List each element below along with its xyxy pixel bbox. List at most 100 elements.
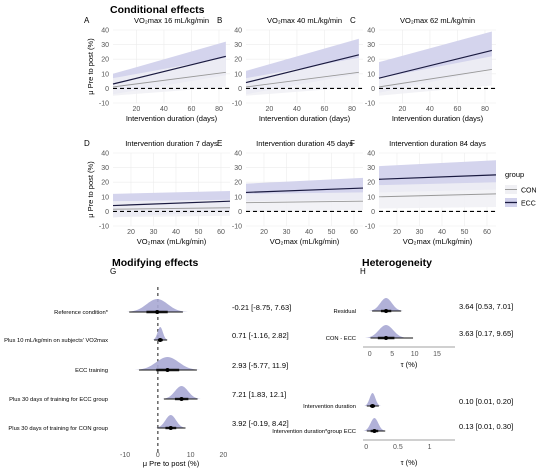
- series-line-con: [378, 68, 492, 88]
- tick-label-x: 30: [283, 229, 291, 236]
- axis-title-x: Intervention duration (days): [392, 114, 484, 123]
- tick-label-y: 10: [234, 71, 242, 78]
- tick-label-x: 40: [305, 229, 313, 236]
- point-estimate: [165, 368, 170, 372]
- tick-label-y: 40: [367, 28, 375, 35]
- panel-E: -10 0 10 20 30 40 20 30 40 50 60 E Intervention dura…: [217, 139, 364, 246]
- point-estimate: [384, 336, 389, 340]
- tick-label-y: -10: [99, 101, 109, 108]
- row-label: Plus 30 days of training for ECC group: [9, 397, 108, 403]
- series-line-con: [378, 193, 497, 198]
- ribbon-con: [246, 57, 359, 96]
- legend-label-ecc: ECC: [521, 201, 536, 208]
- series-line-ecc: [245, 54, 360, 84]
- series-line-con: [112, 207, 231, 210]
- row-label: Residual: [333, 309, 356, 315]
- tick-label-x: 0.5: [393, 444, 403, 451]
- tick-label-y: 30: [367, 42, 375, 49]
- tick-label-y: -10: [99, 224, 109, 231]
- tick-label-y: -10: [232, 101, 242, 108]
- panel-letter: G: [110, 267, 116, 276]
- panel-A: -10 0 10 20 30 40 20 40 60 80 A VO₂max 16 mL/kg/min…: [84, 16, 230, 123]
- density-shape: [153, 415, 188, 428]
- tick-label-y: 30: [367, 165, 375, 172]
- tick-label-y: 20: [367, 57, 375, 64]
- axis-title-x: VO₂max (mL/kg/min): [403, 237, 473, 246]
- interval-row: Plus 10 mL/kg/min on subjects' VO2max 0.7…: [4, 327, 289, 344]
- interval-row: Plus 30 days of training for CON group 3.…: [8, 415, 289, 432]
- axis-title-y: μ Pre to post (%): [86, 38, 95, 95]
- tick-label-x: 80: [481, 106, 489, 113]
- tick-label-y: 30: [234, 42, 242, 49]
- tick-label-y: 30: [101, 165, 109, 172]
- panel-C: -10 0 10 20 30 40 20 40 60 80 C VO₂max 62 mL/kg/min…: [350, 16, 496, 123]
- panel-letter: E: [217, 139, 222, 148]
- series-line-ecc: [112, 55, 227, 85]
- point-estimate: [179, 397, 184, 401]
- tick-label-y: 10: [234, 194, 242, 201]
- tick-label-y: 10: [367, 194, 375, 201]
- panel-B: -10 0 10 20 30 40 20 40 60 80 B VO₂max 40 mL/kg/min…: [217, 16, 363, 123]
- interval-row: Intervention duration 0.10 [0.01, 0.20]: [303, 393, 513, 410]
- row-label: Plus 30 days of training for CON group: [8, 426, 108, 432]
- tick-label-y: 0: [105, 86, 109, 93]
- series-line-ecc: [378, 174, 497, 180]
- series-line-ecc: [245, 187, 364, 194]
- tick-label-y: -10: [365, 224, 375, 231]
- tick-label-y: 0: [238, 209, 242, 216]
- panel-F: -10 0 10 20 30 40 20 30 40 50 60 F Intervention dura…: [350, 139, 497, 246]
- panel-letter: B: [217, 16, 222, 25]
- density-shape: [367, 298, 405, 311]
- tick-label-y: 0: [105, 209, 109, 216]
- interval-row: Plus 30 days of training for ECC group 7.…: [9, 386, 286, 403]
- tick-label-x: 40: [172, 229, 180, 236]
- density-shape: [363, 393, 382, 406]
- panel-G: Reference condition* -0.21 [-8.75, 7.63] P…: [4, 267, 291, 468]
- row-annotation: 2.93 [-5.77, 11.9]: [232, 361, 288, 370]
- density-shape: [131, 357, 204, 370]
- tick-label-y: 20: [367, 180, 375, 187]
- tick-label-x: 20: [220, 452, 228, 459]
- tick-label-x: 60: [483, 229, 491, 236]
- tick-label-x: 0: [156, 452, 160, 459]
- tick-label-y: 20: [234, 57, 242, 64]
- tick-label-x: 1: [428, 444, 432, 451]
- row-annotation: 3.64 [0.53, 7.01]: [459, 302, 513, 311]
- tick-label-x: 50: [461, 229, 469, 236]
- legend: group CON ECC: [505, 170, 537, 208]
- interval-row: Intervention duration*group ECC 0.13 [0.0…: [272, 418, 513, 435]
- legend-label-con: CON: [521, 188, 537, 195]
- series-line-con: [112, 71, 226, 88]
- tick-label-x: 60: [188, 106, 196, 113]
- tick-label-x: 20: [260, 229, 268, 236]
- axis-title-x: τ (%): [401, 360, 418, 369]
- series-line-con: [245, 200, 364, 204]
- row-label: Plus 10 mL/kg/min on subjects' VO2max: [4, 338, 108, 344]
- tick-label-x: 40: [293, 106, 301, 113]
- series-line-con: [245, 71, 359, 88]
- tick-label-y: 10: [367, 71, 375, 78]
- panel-letter: F: [350, 139, 355, 148]
- axis-title-x: Intervention duration (days): [259, 114, 351, 123]
- panel-title: Intervention duration 7 days: [125, 139, 218, 148]
- tick-label-x: 60: [454, 106, 462, 113]
- tick-label-x: 40: [160, 106, 168, 113]
- point-estimate: [384, 309, 389, 313]
- density-shape: [160, 386, 203, 399]
- panel-title: VO₂max 62 mL/kg/min: [400, 16, 475, 25]
- density-shape: [363, 325, 409, 338]
- row-annotation: 3.63 [0.17, 9.65]: [459, 329, 513, 338]
- tick-label-y: 10: [101, 71, 109, 78]
- axis-title-x: Intervention duration (days): [126, 114, 218, 123]
- tick-label-x: 40: [438, 229, 446, 236]
- panel-letter: C: [350, 16, 356, 25]
- row-label: CON - ECC: [326, 336, 356, 342]
- point-estimate: [372, 429, 377, 433]
- section-title-conditional: Conditional effects: [110, 4, 205, 16]
- tick-label-x: 5: [390, 351, 394, 358]
- tick-label-x: 20: [133, 106, 141, 113]
- tick-label-y: 40: [234, 28, 242, 35]
- axis-title-x: VO₂max (mL/kg/min): [137, 237, 207, 246]
